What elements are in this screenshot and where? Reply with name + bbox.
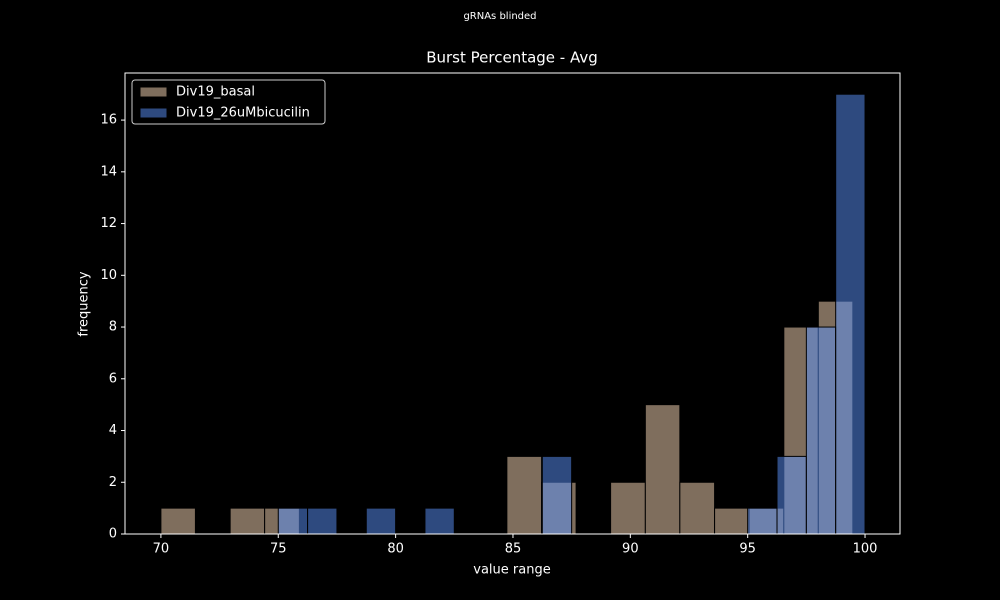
- x-tick-label: 85: [505, 542, 522, 557]
- y-tick-label: 6: [109, 371, 117, 386]
- histogram-bar: [424, 507, 455, 535]
- legend-swatch: [139, 107, 168, 119]
- y-tick-label: 0: [109, 527, 117, 542]
- x-tick-label: 90: [622, 542, 639, 557]
- chart-title: Burst Percentage - Avg: [426, 49, 598, 67]
- histogram-bar: [160, 507, 196, 535]
- legend-swatch: [139, 86, 168, 98]
- histogram-bar: [644, 404, 681, 535]
- legend-label: Div19_basal: [176, 85, 255, 100]
- x-tick-label: 100: [853, 542, 878, 557]
- y-tick-label: 12: [100, 216, 117, 231]
- histogram-bar: [747, 507, 778, 535]
- histogram-bar: [835, 93, 866, 535]
- histogram-bar: [506, 455, 543, 535]
- x-tick-label: 70: [153, 542, 170, 557]
- y-tick-label: 10: [100, 268, 117, 283]
- y-tick-label: 4: [109, 423, 117, 438]
- x-axis-label: value range: [473, 563, 550, 578]
- y-tick-label: 2: [109, 475, 117, 490]
- histogram-bar: [610, 481, 646, 535]
- legend-label: Div19_26uMbicucilin: [176, 106, 310, 121]
- histogram-bar: [365, 507, 397, 535]
- histogram-bar: [805, 326, 837, 535]
- histogram-bar: [307, 507, 338, 535]
- x-tick-label: 95: [739, 542, 756, 557]
- y-axis-label: frequency: [77, 271, 92, 337]
- histogram-bar: [541, 455, 573, 535]
- x-tick-label: 75: [270, 542, 287, 557]
- x-tick-label: 80: [387, 542, 404, 557]
- histogram-bar: [277, 507, 309, 535]
- y-tick-label: 16: [100, 113, 117, 128]
- legend-box: [131, 79, 326, 125]
- histogram-bar: [776, 455, 807, 535]
- histogram-bar: [229, 507, 266, 535]
- y-tick-label: 8: [109, 320, 117, 335]
- y-tick-label: 14: [100, 164, 117, 179]
- suptitle: gRNAs blinded: [463, 11, 536, 22]
- histogram-bar: [714, 507, 750, 535]
- histogram-bar: [679, 481, 716, 535]
